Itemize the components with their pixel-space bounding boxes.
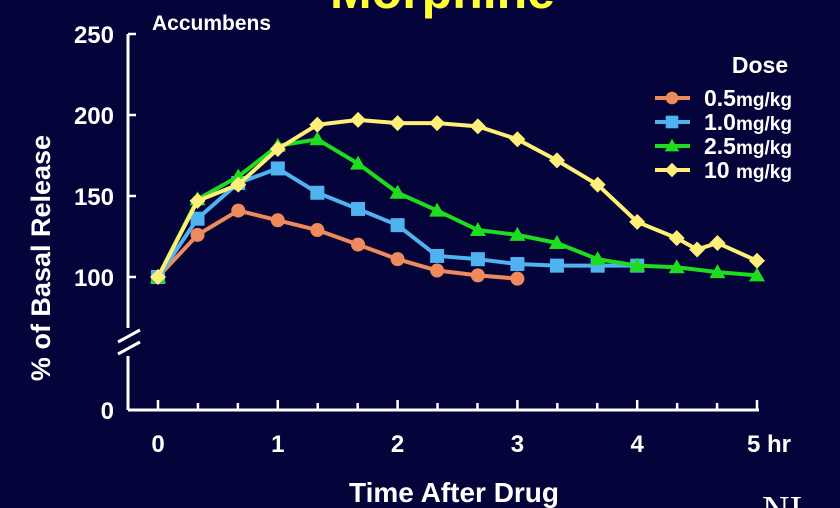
data-point-square bbox=[470, 252, 485, 267]
data-point-square bbox=[351, 201, 366, 216]
x-tick-label: 5 hr bbox=[747, 431, 791, 458]
series-4 bbox=[150, 111, 765, 285]
data-point-diamond bbox=[189, 192, 206, 209]
data-point-square bbox=[190, 211, 205, 226]
data-point-triangle bbox=[589, 251, 606, 266]
series-line bbox=[156, 117, 758, 278]
data-point-square bbox=[270, 161, 285, 176]
x-tick-label: 0 bbox=[151, 431, 164, 458]
legend-item: 0.5mg/kg bbox=[655, 85, 792, 111]
data-point-diamond bbox=[350, 111, 367, 128]
data-point-diamond bbox=[429, 115, 446, 132]
legend-label: 10 mg/kg bbox=[704, 157, 792, 183]
y-tick-labels: 0 100 150 200 250 bbox=[74, 22, 114, 425]
x-tick-label: 2 bbox=[391, 431, 404, 458]
data-point-circle bbox=[190, 227, 205, 242]
data-point-diamond bbox=[689, 241, 706, 258]
x-tick-label: 3 bbox=[511, 431, 524, 458]
data-point-triangle bbox=[668, 259, 685, 274]
data-point-square bbox=[549, 258, 564, 273]
data-point-triangle bbox=[709, 264, 726, 279]
data-point-square bbox=[310, 185, 325, 200]
data-point-diamond bbox=[668, 230, 685, 247]
axes bbox=[117, 32, 759, 412]
data-point-triangle bbox=[469, 222, 486, 237]
data-point-diamond bbox=[309, 116, 326, 133]
data-point-diamond bbox=[709, 234, 726, 251]
x-tick-labels: 0 1 2 3 4 5 hr bbox=[151, 431, 791, 458]
data-point-triangle bbox=[389, 184, 406, 199]
series-line bbox=[156, 208, 518, 281]
data-point-square bbox=[510, 257, 525, 272]
data-point-diamond bbox=[664, 162, 680, 178]
data-point-triangle bbox=[350, 155, 367, 170]
chart-subtitle: Accumbens bbox=[152, 12, 271, 35]
data-point-circle bbox=[231, 203, 246, 218]
data-point-circle bbox=[310, 223, 325, 238]
data-point-diamond bbox=[269, 141, 286, 158]
data-point-triangle bbox=[664, 138, 680, 152]
data-point-triangle bbox=[429, 202, 446, 217]
data-point-circle bbox=[390, 252, 405, 267]
chart-title: Morphine bbox=[330, 0, 555, 19]
legend-label: 1.0mg/kg bbox=[704, 109, 792, 135]
legend-label: 2.5mg/kg bbox=[704, 133, 792, 159]
data-point-triangle bbox=[629, 257, 646, 272]
data-point-diamond bbox=[389, 115, 406, 132]
x-tick-label: 4 bbox=[631, 431, 645, 458]
data-point-circle bbox=[510, 271, 525, 286]
data-point-circle bbox=[351, 237, 366, 252]
data-point-diamond bbox=[230, 176, 247, 193]
data-point-square bbox=[430, 248, 445, 263]
y-tick-label: 0 bbox=[101, 398, 114, 425]
y-tick-label: 100 bbox=[74, 265, 114, 292]
legend-title: Dose bbox=[732, 52, 788, 78]
data-point-circle bbox=[270, 213, 285, 228]
data-point-triangle bbox=[548, 234, 565, 249]
axis-break-mark-1 bbox=[117, 328, 141, 344]
data-point-square bbox=[665, 115, 679, 129]
legend-item: 10 mg/kg bbox=[655, 157, 792, 183]
data-point-diamond bbox=[509, 131, 526, 148]
data-point-circle bbox=[470, 268, 485, 283]
series-line bbox=[156, 137, 758, 278]
data-point-diamond bbox=[749, 252, 765, 269]
data-point-circle bbox=[430, 263, 445, 278]
y-axis-label: % of Basal Release bbox=[26, 135, 56, 381]
data-point-diamond bbox=[548, 152, 565, 169]
data-point-circle bbox=[665, 91, 679, 105]
x-axis-label: Time After Drug bbox=[349, 477, 559, 508]
y-tick-label: 250 bbox=[74, 22, 114, 49]
legend-item: 2.5mg/kg bbox=[655, 133, 792, 159]
legend-label: 0.5mg/kg bbox=[704, 85, 792, 111]
data-point-diamond bbox=[589, 176, 606, 193]
data-point-diamond bbox=[469, 118, 486, 135]
series-1 bbox=[151, 203, 525, 286]
x-tick-label: 1 bbox=[271, 431, 284, 458]
data-point-diamond bbox=[150, 269, 166, 285]
series-layer bbox=[150, 111, 765, 286]
data-point-square bbox=[390, 218, 405, 233]
corner-text: NI bbox=[762, 489, 802, 508]
data-point-diamond bbox=[629, 213, 646, 230]
y-tick-label: 200 bbox=[74, 103, 114, 130]
axis-break-mark-2 bbox=[117, 340, 141, 356]
data-point-triangle bbox=[749, 267, 765, 282]
legend-item: 1.0mg/kg bbox=[655, 109, 792, 135]
y-tick-label: 150 bbox=[74, 184, 114, 211]
data-point-triangle bbox=[309, 131, 326, 146]
data-point-triangle bbox=[509, 226, 526, 241]
